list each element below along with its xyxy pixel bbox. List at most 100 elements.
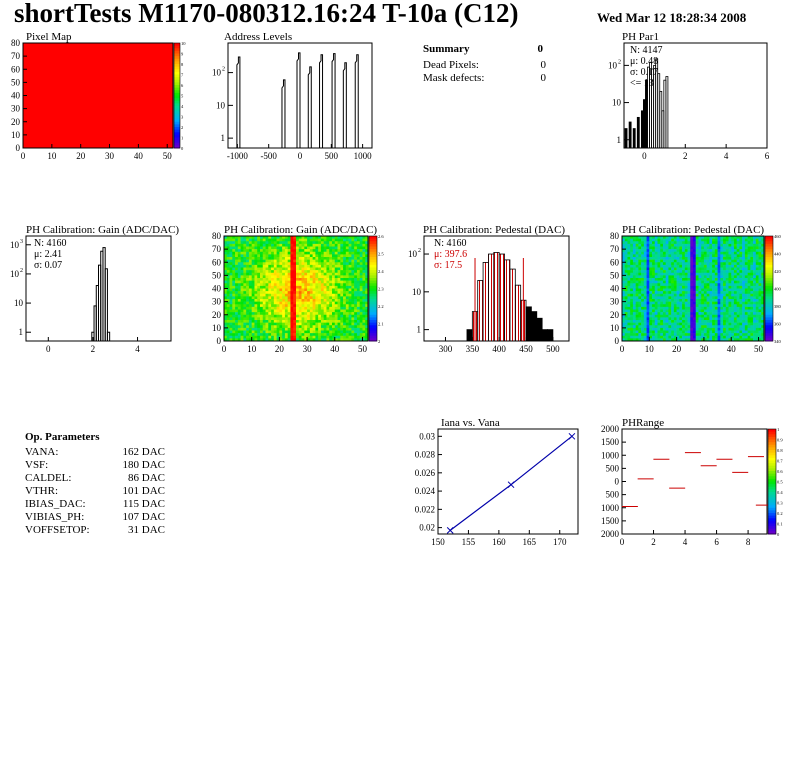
heatmap-cell xyxy=(345,267,349,271)
heatmap-cell xyxy=(654,238,658,242)
heatmap-cell xyxy=(257,293,261,297)
heatmap-cell xyxy=(725,325,729,329)
heatmap-cell xyxy=(243,327,247,331)
heatmap-cell xyxy=(243,275,247,279)
heatmap-cell xyxy=(755,335,759,339)
heatmap-cell xyxy=(698,309,702,313)
heatmap-cell xyxy=(723,306,727,310)
heatmap-cell xyxy=(758,338,762,342)
heatmap-cell xyxy=(624,270,628,274)
heatmap-cell xyxy=(731,296,735,300)
heatmap-cell xyxy=(293,275,297,279)
heatmap-cell xyxy=(282,327,286,331)
heatmap-cell xyxy=(660,236,664,239)
heatmap-cell xyxy=(723,283,727,287)
heatmap-cell xyxy=(679,272,683,276)
heatmap-cell xyxy=(248,246,252,250)
heatmap-cell xyxy=(695,254,699,258)
heatmap-cell xyxy=(682,249,686,253)
heatmap-cell xyxy=(265,317,269,321)
heatmap-cell xyxy=(758,275,762,279)
heatmap-cell xyxy=(254,291,258,295)
z-tick-label: 2.5 xyxy=(378,252,384,257)
heatmap-cell xyxy=(709,299,713,302)
z-scale-cell xyxy=(768,494,776,498)
heatmap-cell xyxy=(709,304,713,308)
heatmap-cell xyxy=(326,272,330,276)
heatmap-cell xyxy=(742,254,746,258)
heatmap-cell xyxy=(232,293,236,297)
heatmap-cell xyxy=(337,288,341,292)
heatmap-cell xyxy=(329,249,333,253)
heatmap-cell xyxy=(750,291,754,295)
heatmap-cell xyxy=(733,312,737,316)
heatmap-cell xyxy=(662,251,666,255)
heatmap-cell xyxy=(643,309,647,313)
heatmap-cell xyxy=(742,296,746,300)
heatmap-cell xyxy=(706,314,710,318)
heatmap-cell xyxy=(755,325,759,329)
heatmap-cell xyxy=(676,317,680,321)
heatmap-cell xyxy=(240,322,244,326)
heatmap-cell xyxy=(622,270,626,274)
heatmap-cell xyxy=(622,280,626,284)
heatmap-cell xyxy=(747,288,751,292)
heatmap-cell xyxy=(693,257,697,260)
y-tick-label: 10 xyxy=(216,100,226,110)
heatmap-cell xyxy=(273,291,277,295)
heatmap-cell xyxy=(654,264,658,268)
heatmap-cell xyxy=(652,304,656,308)
heatmap-cell xyxy=(714,314,718,318)
heatmap-cell xyxy=(627,257,631,260)
heatmap-cell xyxy=(243,278,247,281)
heatmap-cell xyxy=(649,333,653,337)
heatmap-cell xyxy=(343,275,347,279)
heatmap-cell xyxy=(271,280,275,284)
heatmap-cell xyxy=(248,236,252,239)
heatmap-cell xyxy=(725,264,729,268)
heatmap-cell xyxy=(359,320,363,323)
heatmap-cell xyxy=(701,338,705,342)
heatmap-cell xyxy=(329,270,333,274)
heatmap-cell xyxy=(273,317,277,321)
heatmap-cell xyxy=(284,236,288,239)
heatmap-cell xyxy=(282,272,286,276)
heatmap-cell xyxy=(365,338,369,342)
heatmap-cell xyxy=(742,238,746,242)
heatmap-cell xyxy=(362,246,366,250)
heatmap-cell xyxy=(676,251,680,255)
heatmap-cell xyxy=(312,325,316,329)
heatmap-cell xyxy=(351,296,355,300)
heatmap-cell xyxy=(276,254,280,258)
heatmap-cell xyxy=(701,327,705,331)
heatmap-cell xyxy=(728,243,732,247)
heatmap-cell xyxy=(753,293,757,297)
heatmap-cell xyxy=(323,288,327,292)
heatmap-cell xyxy=(262,296,266,300)
histogram-bar xyxy=(636,116,640,149)
heatmap-cell xyxy=(257,338,261,342)
heatmap-cell xyxy=(307,283,311,287)
heatmap-cell xyxy=(739,291,743,295)
heatmap-cell xyxy=(690,322,694,326)
heatmap-cell xyxy=(693,259,697,263)
heatmap-cell xyxy=(649,243,653,247)
heatmap-cell xyxy=(687,304,691,308)
heatmap-cell xyxy=(262,309,266,313)
heatmap-cell xyxy=(682,278,686,281)
heatmap-cell xyxy=(307,267,311,271)
heatmap-cell xyxy=(271,270,275,274)
heatmap-cell xyxy=(665,309,669,313)
heatmap-cell xyxy=(731,299,735,302)
heatmap-cell xyxy=(733,236,737,239)
heatmap-cell xyxy=(265,254,269,258)
heatmap-cell xyxy=(643,272,647,276)
heatmap-cell xyxy=(652,301,656,305)
heatmap-cell xyxy=(753,301,757,305)
heatmap-cell xyxy=(332,288,336,292)
heatmap-cell xyxy=(287,327,291,331)
heatmap-cell xyxy=(671,267,675,271)
heatmap-cell xyxy=(271,333,275,337)
heatmap-cell xyxy=(758,314,762,318)
heatmap-cell xyxy=(356,257,360,260)
